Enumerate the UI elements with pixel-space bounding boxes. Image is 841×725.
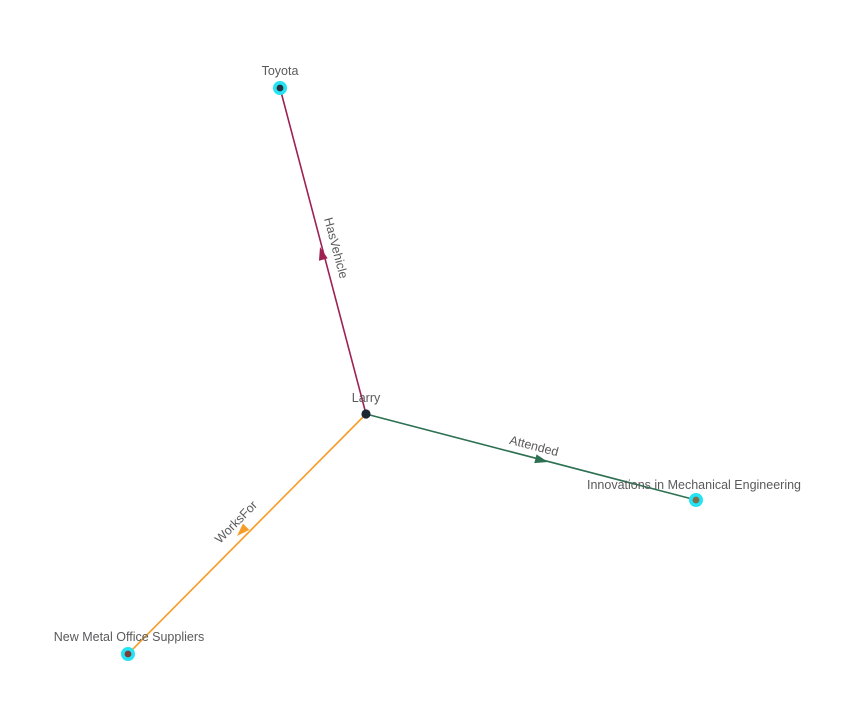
edge-worksfor-arrowhead-icon	[237, 523, 250, 536]
node-innovations-core[interactable]	[692, 496, 700, 504]
node-innovations-label: Innovations in Mechanical Engineering	[587, 478, 801, 492]
edge-attended-arrowhead-icon	[534, 454, 548, 464]
edge-attended-label: Attended	[508, 433, 560, 459]
edge-worksfor-line[interactable]	[127, 413, 367, 655]
edge-worksfor-label: WorksFor	[212, 498, 260, 546]
node-newmetal[interactable]: New Metal Office Suppliers	[54, 630, 205, 661]
node-toyota[interactable]: Toyota	[262, 64, 299, 95]
node-toyota-core[interactable]	[276, 84, 284, 92]
edge-worksfor[interactable]: WorksFor	[127, 413, 367, 655]
edge-hasvehicle-label: HasVehicle	[321, 216, 351, 280]
node-toyota-label: Toyota	[262, 64, 299, 78]
node-newmetal-core[interactable]	[124, 650, 132, 658]
edge-hasvehicle-arrowhead-icon	[318, 247, 328, 261]
node-innovations[interactable]: Innovations in Mechanical Engineering	[587, 478, 801, 507]
node-newmetal-label: New Metal Office Suppliers	[54, 630, 205, 644]
edge-hasvehicle[interactable]: HasVehicle	[279, 87, 367, 415]
edge-hasvehicle-line[interactable]	[279, 87, 367, 415]
node-larry[interactable]: Larry	[352, 391, 381, 419]
node-larry-core[interactable]	[361, 409, 371, 419]
edge-attended-line[interactable]	[365, 413, 697, 501]
node-larry-label: Larry	[352, 391, 381, 405]
